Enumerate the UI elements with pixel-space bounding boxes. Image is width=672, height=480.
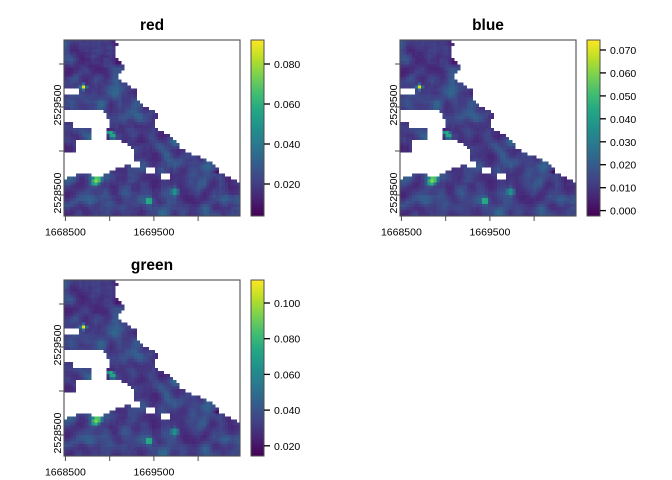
svg-text:0.050: 0.050 (610, 91, 636, 103)
svg-text:1669500: 1669500 (469, 227, 510, 239)
svg-text:0.060: 0.060 (274, 99, 300, 111)
svg-text:1668500: 1668500 (381, 227, 422, 239)
svg-text:blue: blue (472, 17, 504, 34)
svg-text:2529500: 2529500 (388, 84, 400, 125)
svg-text:0.000: 0.000 (610, 206, 636, 218)
svg-text:0.040: 0.040 (274, 405, 300, 417)
svg-text:1668500: 1668500 (45, 227, 86, 239)
svg-text:0.020: 0.020 (610, 160, 636, 172)
svg-text:0.020: 0.020 (274, 441, 300, 453)
svg-text:0.040: 0.040 (610, 114, 636, 126)
svg-text:2528500: 2528500 (52, 412, 64, 453)
svg-text:2528500: 2528500 (52, 172, 64, 213)
svg-text:1669500: 1669500 (133, 467, 174, 479)
svg-text:0.040: 0.040 (274, 139, 300, 151)
svg-text:0.080: 0.080 (274, 334, 300, 346)
svg-text:1669500: 1669500 (133, 227, 174, 239)
svg-text:0.010: 0.010 (610, 183, 636, 195)
svg-text:red: red (140, 17, 164, 34)
svg-text:0.070: 0.070 (610, 45, 636, 57)
svg-text:0.080: 0.080 (274, 59, 300, 71)
svg-text:green: green (131, 257, 173, 274)
svg-text:2529500: 2529500 (52, 84, 64, 125)
svg-text:0.020: 0.020 (274, 179, 300, 191)
svg-text:2529500: 2529500 (52, 324, 64, 365)
svg-text:0.100: 0.100 (274, 298, 300, 310)
svg-text:0.030: 0.030 (610, 137, 636, 149)
svg-text:1668500: 1668500 (45, 467, 86, 479)
svg-text:0.060: 0.060 (274, 369, 300, 381)
svg-text:0.060: 0.060 (610, 68, 636, 80)
svg-text:2528500: 2528500 (388, 172, 400, 213)
